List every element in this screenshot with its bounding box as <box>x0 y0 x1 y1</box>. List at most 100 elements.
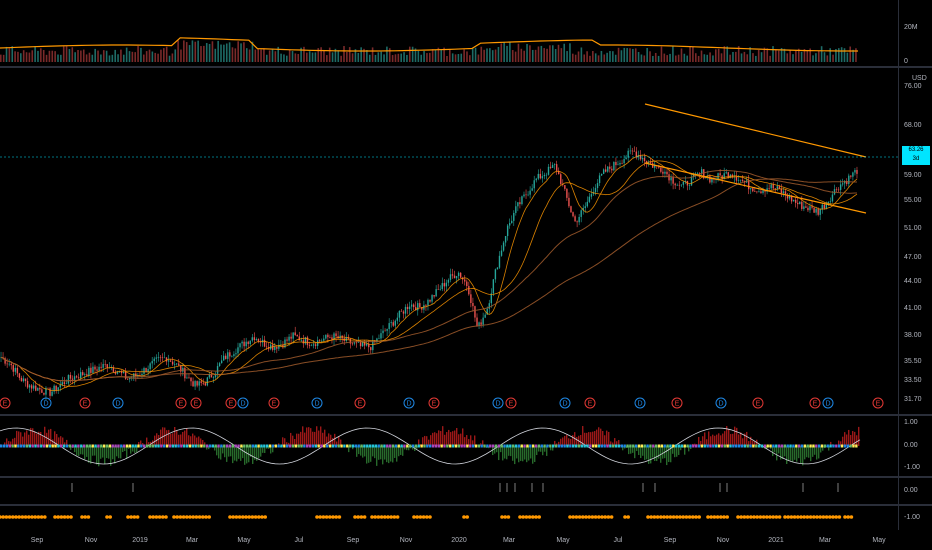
status-dot <box>280 444 283 448</box>
volume-bar <box>234 48 237 62</box>
candle-body <box>192 381 194 387</box>
price-pane[interactable] <box>0 68 898 414</box>
candle-body <box>216 366 219 374</box>
candle-body <box>735 176 738 181</box>
pane-separator[interactable] <box>0 504 932 506</box>
histogram-bar <box>534 446 536 462</box>
time-tick: May <box>237 537 251 544</box>
histogram-bar <box>852 431 854 446</box>
histogram-bar <box>516 446 518 459</box>
histogram-bar <box>14 437 16 446</box>
histogram-bar <box>724 431 726 446</box>
candle-body <box>441 283 443 290</box>
histogram-bar <box>538 446 540 452</box>
histogram-bar <box>788 446 790 461</box>
status-dot <box>277 444 280 448</box>
volume-bar <box>634 48 637 62</box>
status-dot <box>574 444 578 448</box>
signal-dot <box>151 515 155 519</box>
volume-bar <box>832 54 834 62</box>
volume-bar <box>400 53 402 62</box>
volume-bar <box>214 48 217 62</box>
status-dot <box>743 444 746 448</box>
signal-dot <box>318 515 323 519</box>
signal-dot <box>584 515 588 519</box>
histogram-bar <box>656 446 658 462</box>
status-dot <box>205 444 209 448</box>
volume-bar <box>125 47 128 62</box>
histogram-bar <box>668 446 670 463</box>
status-dot <box>612 444 615 448</box>
status-dot <box>700 444 704 448</box>
candle-body <box>20 377 23 382</box>
marker-label: D <box>637 401 642 408</box>
candle-body <box>96 369 98 371</box>
volume-bar <box>763 47 766 62</box>
candle-body <box>30 385 33 389</box>
candle-body <box>288 336 290 341</box>
signal-dot <box>328 515 332 519</box>
volume-bar <box>180 49 182 62</box>
candle-body <box>237 347 239 354</box>
status-dot <box>803 444 807 448</box>
candle-body <box>715 179 717 181</box>
histogram-bar <box>434 432 436 446</box>
histogram-bar <box>202 439 204 446</box>
histogram-bar <box>560 438 562 446</box>
osc-tick: -1.00 <box>904 464 920 471</box>
volume-bar <box>171 53 174 62</box>
pane-separator[interactable] <box>0 66 932 68</box>
candle-body <box>821 204 823 210</box>
status-dot <box>394 444 398 448</box>
status-dot <box>772 444 775 448</box>
status-dot <box>417 444 420 448</box>
earnings-marker <box>671 397 683 409</box>
candle-body <box>678 184 680 186</box>
candle-body <box>296 335 298 337</box>
status-dot <box>483 444 486 448</box>
status-dot <box>780 444 784 448</box>
status-dot <box>143 444 146 448</box>
signal-dot <box>39 515 44 519</box>
earnings-marker <box>428 397 440 409</box>
candle-body <box>47 387 49 389</box>
volume-bar <box>789 49 791 62</box>
volume-bar <box>506 45 508 62</box>
volume-bar <box>154 52 157 62</box>
status-dot <box>823 444 827 448</box>
status-dot <box>629 444 632 448</box>
status-dot <box>288 444 292 448</box>
volume-bar <box>48 50 51 62</box>
volume-bar <box>185 42 188 62</box>
pane-separator[interactable] <box>0 414 932 416</box>
signal-dot <box>590 515 595 519</box>
pane-separator[interactable] <box>0 476 932 478</box>
volume-bar <box>511 50 514 62</box>
volume-bar <box>594 53 597 62</box>
price-tick: 76.00 <box>904 83 922 90</box>
histogram-bar <box>334 433 336 446</box>
signal-pane[interactable] <box>0 478 898 504</box>
volume-bar <box>812 55 814 62</box>
candle-body <box>372 340 374 351</box>
volume-bar <box>363 48 365 62</box>
histogram-bar <box>444 434 446 446</box>
candle-body <box>570 206 572 213</box>
histogram-bar <box>318 430 320 446</box>
histogram-bar <box>462 428 464 446</box>
volume-bar <box>540 45 543 62</box>
price-axis[interactable] <box>898 68 932 414</box>
histogram-bar <box>716 434 718 446</box>
status-dot <box>477 444 481 448</box>
histogram-bar <box>706 439 708 446</box>
price-tick: 31.70 <box>904 396 922 403</box>
candle-body <box>651 163 654 168</box>
candle-body <box>323 338 325 341</box>
candle-body <box>26 381 29 388</box>
histogram-bar <box>466 435 468 446</box>
candle-body <box>171 361 174 365</box>
candle-body <box>310 345 313 347</box>
histogram-bar <box>810 446 812 462</box>
volume-bar <box>205 43 208 62</box>
